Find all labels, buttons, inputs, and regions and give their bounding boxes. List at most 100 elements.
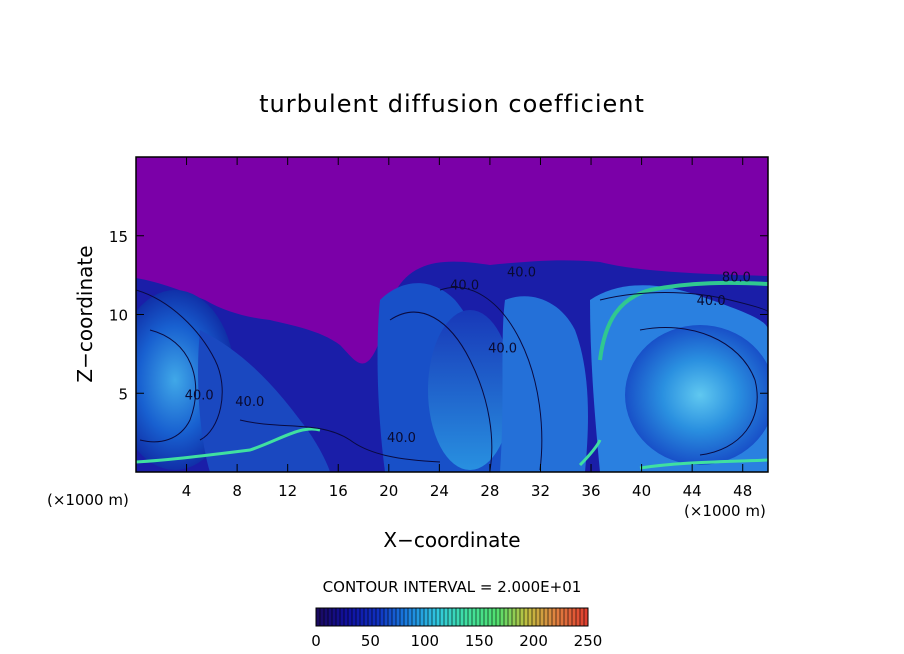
colorbar-swatch-50	[516, 608, 520, 626]
colorbar-swatch-14	[372, 608, 376, 626]
y-tick-label-1: 10	[109, 307, 128, 325]
x-tick-label-10: 44	[683, 482, 702, 500]
y-tick-label-2: 15	[109, 228, 128, 246]
colorbar-swatch-0	[316, 608, 320, 626]
x-units-right: (×1000 m)	[684, 502, 766, 520]
x-tick-label-1: 8	[232, 482, 242, 500]
colorbar-swatch-8	[348, 608, 352, 626]
x-tick-label-3: 16	[329, 482, 348, 500]
x-tick-label-9: 40	[632, 482, 651, 500]
colorbar-swatch-25	[416, 608, 420, 626]
colorbar-swatch-18	[388, 608, 392, 626]
colorbar-tick-label-0: 0	[311, 632, 321, 650]
colorbar-swatch-63	[568, 608, 572, 626]
colorbar-swatch-46	[500, 608, 504, 626]
colorbar-swatch-60	[556, 608, 560, 626]
y-axis: 5 10 15	[109, 228, 768, 403]
colorbar-swatch-3	[328, 608, 332, 626]
colorbar-swatch-17	[384, 608, 388, 626]
colorbar-swatch-64	[572, 608, 576, 626]
colorbar-swatch-38	[468, 608, 472, 626]
colorbar-swatch-10	[356, 608, 360, 626]
contour-interval-text: CONTOUR INTERVAL = 2.000E+01	[323, 578, 582, 596]
colorbar-swatch-65	[576, 608, 580, 626]
x-tick-label-8: 36	[581, 482, 600, 500]
plot-area: 40.0 40.0 40.0 80.0 40.0 40.0 40.0 40.0	[136, 157, 768, 472]
x-tick-label-4: 20	[379, 482, 398, 500]
colorbar-swatch-26	[420, 608, 424, 626]
colorbar-swatch-57	[544, 608, 548, 626]
colorbar-swatch-40	[476, 608, 480, 626]
diffusion-field	[136, 260, 768, 472]
x-tick-label-11: 48	[733, 482, 752, 500]
colorbar-swatch-31	[440, 608, 444, 626]
colorbar-swatch-44	[492, 608, 496, 626]
colorbar-swatch-43	[488, 608, 492, 626]
colorbar-swatch-51	[520, 608, 524, 626]
colorbar-swatch-33	[448, 608, 452, 626]
colorbar-swatch-15	[376, 608, 380, 626]
colorbar-swatch-67	[584, 608, 588, 626]
colorbar-swatch-36	[460, 608, 464, 626]
colorbar-ticks: 0 50 100 150 200 250	[311, 632, 602, 650]
colorbar-swatch-19	[392, 608, 396, 626]
colorbar-swatch-2	[324, 608, 328, 626]
x-tick-label-6: 28	[480, 482, 499, 500]
colorbar-swatch-35	[456, 608, 460, 626]
colorbar-swatch-13	[368, 608, 372, 626]
colorbar-swatch-1	[320, 608, 324, 626]
colorbar-tick-label-2: 100	[410, 632, 439, 650]
x-tick-label-5: 24	[430, 482, 449, 500]
x-axis: 4 8 12 16 20 24 28 32 36 40 44 48	[182, 157, 752, 500]
colorbar-swatch-32	[444, 608, 448, 626]
colorbar-swatch-21	[400, 608, 404, 626]
colorbar-swatch-52	[524, 608, 528, 626]
colorbar-swatch-53	[528, 608, 532, 626]
contour-label-4: 40.0	[387, 431, 416, 446]
contour-label-7: 40.0	[488, 341, 517, 356]
colorbar-swatch-61	[560, 608, 564, 626]
colorbar-swatch-45	[496, 608, 500, 626]
contour-label-3: 80.0	[722, 270, 751, 285]
x-units-left: (×1000 m)	[47, 491, 129, 509]
colorbar-swatch-56	[540, 608, 544, 626]
colorbar-tick-label-3: 150	[465, 632, 494, 650]
contour-label-5: 40.0	[235, 395, 264, 410]
colorbar-frame	[315, 607, 589, 627]
colorbar-swatch-28	[428, 608, 432, 626]
colorbar-swatch-30	[436, 608, 440, 626]
colorbar-swatch-34	[452, 608, 456, 626]
colorbar-swatch-22	[404, 608, 408, 626]
colorbar-swatch-62	[564, 608, 568, 626]
colorbar-tick-label-1: 50	[361, 632, 380, 650]
x-axis-label: X−coordinate	[383, 528, 520, 552]
colorbar-swatch-48	[508, 608, 512, 626]
colorbar-swatch-7	[344, 608, 348, 626]
colorbar-swatch-55	[536, 608, 540, 626]
colorbar-swatch-5	[336, 608, 340, 626]
colorbar-swatch-29	[432, 608, 436, 626]
x-tick-label-2: 12	[278, 482, 297, 500]
y-axis-label: Z−coordinate	[73, 245, 97, 382]
contour-label-2: 40.0	[697, 294, 726, 309]
colorbar-swatch-27	[424, 608, 428, 626]
contour-label-6: 40.0	[185, 389, 214, 404]
colorbar-swatch-11	[360, 608, 364, 626]
colorbar-swatch-20	[396, 608, 400, 626]
colorbar-swatch-16	[380, 608, 384, 626]
x-tick-label-7: 32	[531, 482, 550, 500]
x-tick-label-0: 4	[182, 482, 192, 500]
colorbar-swatch-54	[532, 608, 536, 626]
colorbar-swatch-37	[464, 608, 468, 626]
colorbar-swatch-42	[484, 608, 488, 626]
colorbar-tick-label-5: 250	[574, 632, 603, 650]
colorbar-swatch-23	[408, 608, 412, 626]
contour-label-0: 40.0	[450, 278, 479, 293]
colorbar-swatch-24	[412, 608, 416, 626]
colorbar-swatch-4	[332, 608, 336, 626]
colorbar	[315, 607, 589, 627]
chart-title: turbulent diffusion coefficient	[259, 90, 645, 118]
colorbar-swatch-47	[504, 608, 508, 626]
colorbar-swatch-66	[580, 608, 584, 626]
